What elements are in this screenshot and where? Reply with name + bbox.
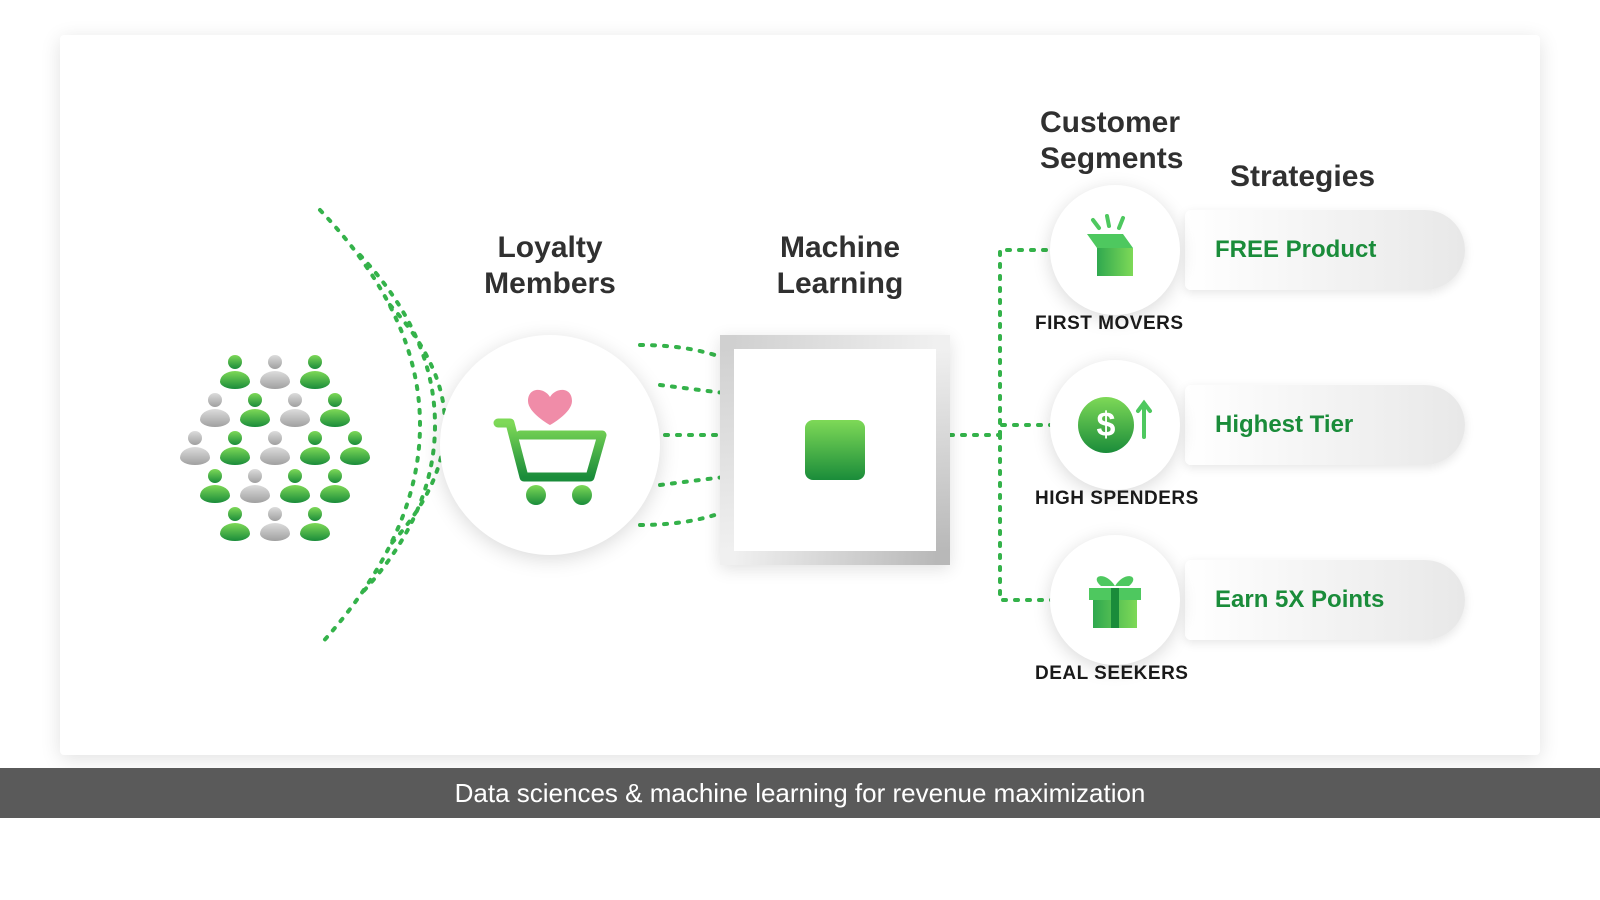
strategy-pill-first-movers: FREE Product [1185,210,1465,290]
segment-label-first-movers: FIRST MOVERS [1035,313,1184,335]
person-icon [280,469,310,511]
person-icon [200,469,230,511]
person-icon [200,393,230,435]
svg-text:$: $ [1097,406,1116,444]
caption-bar: Data sciences & machine learning for rev… [0,768,1600,818]
ml-node [720,335,950,565]
crowd-cluster [150,355,380,555]
person-icon [260,507,290,549]
person-icon [280,393,310,435]
segments-header: CustomerSegments [1040,105,1183,177]
person-icon [260,355,290,397]
segment-deal-seekers [1050,535,1180,665]
loyalty-title: LoyaltyMembers [455,230,645,302]
person-icon [240,469,270,511]
strategies-header: Strategies [1230,160,1375,194]
dollar-up-icon: $ [1070,385,1160,465]
person-icon [240,393,270,435]
person-icon [300,431,330,473]
person-icon [320,469,350,511]
loyalty-node [440,335,660,555]
person-icon [320,393,350,435]
segment-label-deal-seekers: DEAL SEEKERS [1035,663,1188,685]
cart-heart-icon [480,375,620,515]
person-icon [300,355,330,397]
strategy-pill-deal-seekers: Earn 5X Points [1185,560,1465,640]
strategy-text: Earn 5X Points [1215,586,1384,614]
segment-high-spenders: $ [1050,360,1180,490]
strategy-pill-high-spenders: Highest Tier [1185,385,1465,465]
chip-icon [760,375,910,525]
gift-icon [1075,560,1155,640]
person-icon [300,507,330,549]
person-icon [180,431,210,473]
ml-title: MachineLearning [740,230,940,302]
open-box-icon [1075,210,1155,290]
person-icon [220,431,250,473]
caption-text: Data sciences & machine learning for rev… [455,778,1146,809]
diagram-card: LoyaltyMembers MachineLearning [60,35,1540,755]
segment-first-movers [1050,185,1180,315]
person-icon [220,507,250,549]
segment-label-high-spenders: HIGH SPENDERS [1035,488,1199,510]
strategy-text: FREE Product [1215,236,1376,264]
strategy-text: Highest Tier [1215,411,1353,439]
person-icon [260,431,290,473]
person-icon [340,431,370,473]
person-icon [220,355,250,397]
